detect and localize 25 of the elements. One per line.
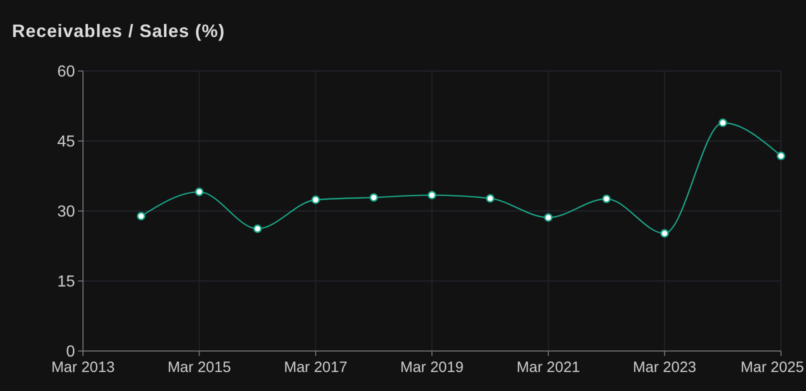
point: [195, 188, 204, 196]
x-tick-label: Mar 2021: [516, 359, 580, 376]
point: [486, 194, 494, 203]
point: [136, 212, 146, 220]
y-tick-label: 60: [57, 64, 76, 81]
x-tick-label: Mar 2015: [168, 359, 231, 376]
y-tick-label: 15: [57, 274, 76, 291]
chart-title: Receivables / Sales (%): [12, 21, 225, 41]
point: [602, 194, 611, 204]
x-tick-label: Mar 2023: [632, 359, 696, 376]
x-tick-label: Mar 2017: [284, 359, 348, 376]
point: [544, 213, 553, 222]
x-tick-label: Mar 2025: [740, 359, 804, 376]
x-tick-label: Mar 2013: [51, 359, 115, 376]
y-tick-label: 30: [57, 204, 76, 221]
point: [776, 152, 786, 160]
point: [311, 196, 320, 204]
point: [718, 118, 728, 128]
point: [253, 224, 262, 233]
point: [428, 190, 436, 200]
point: [370, 193, 378, 202]
y-tick-label: 45: [57, 134, 76, 151]
y-tick-label: 0: [66, 344, 76, 361]
point: [660, 229, 669, 238]
x-tick-label: Mar 2019: [400, 359, 464, 376]
